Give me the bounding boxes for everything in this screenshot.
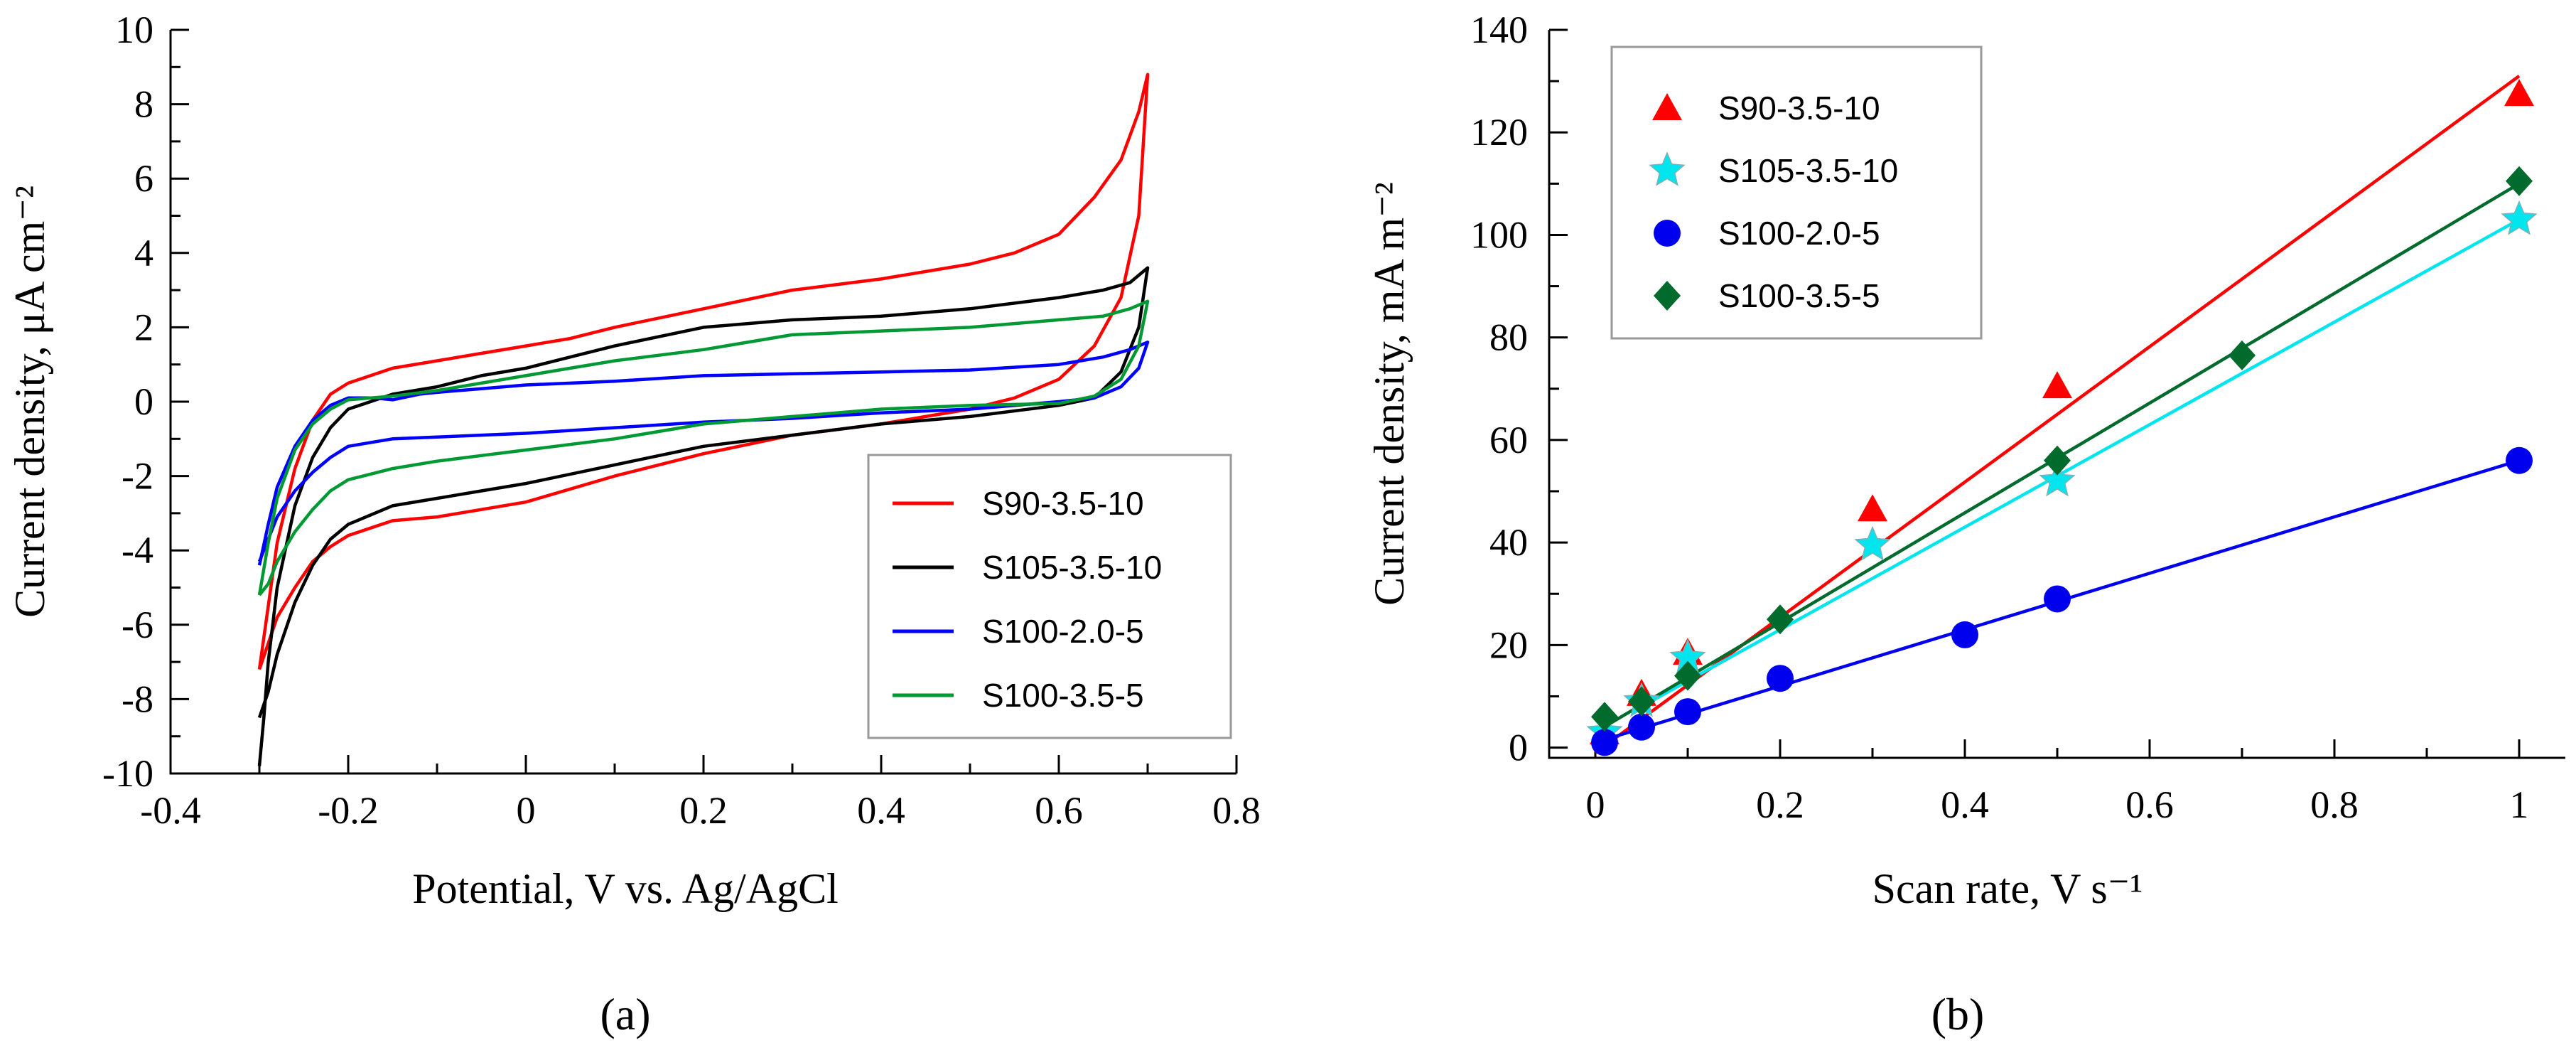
- point-S105-3.5-10: [1854, 525, 1891, 561]
- point-S100-3.5-5: [1674, 660, 1701, 691]
- point-S105-3.5-10: [2501, 200, 2538, 235]
- y-tick-label-b: 20: [1489, 623, 1528, 666]
- y-tick-label-b: 100: [1470, 213, 1528, 256]
- y-tick-label-a: 6: [134, 157, 153, 200]
- legend-marker-b: [1652, 93, 1682, 120]
- point-S100-2.0-5: [1628, 713, 1655, 741]
- y-tick-label-a: -10: [102, 752, 153, 795]
- y-tick-label-a: 4: [134, 232, 153, 274]
- x-tick-label-b: 0.8: [2310, 783, 2359, 826]
- x-tick-label-b: 0: [1586, 783, 1605, 826]
- legend-label-a: S100-3.5-5: [982, 677, 1144, 714]
- point-S100-3.5-5: [2044, 445, 2071, 476]
- x-tick-label-b: 0.6: [2125, 783, 2174, 826]
- legend-label-a: S105-3.5-10: [982, 549, 1162, 586]
- y-axis-title-a: Current density, μA cm⁻²: [6, 186, 53, 618]
- y-tick-label-a: -2: [122, 455, 153, 498]
- legend-label-b: S90-3.5-10: [1718, 90, 1880, 127]
- panel-label-b: (b): [1931, 989, 1985, 1039]
- x-tick-label-b: 1: [2510, 783, 2529, 826]
- point-S100-3.5-5: [1767, 604, 1794, 635]
- point-S90-3.5-10: [1858, 494, 1887, 522]
- legend-label-a: S90-3.5-10: [982, 485, 1144, 522]
- y-tick-label-b: 40: [1489, 521, 1528, 564]
- y-axis-title-b: Current density, mA m⁻²: [1366, 182, 1413, 606]
- legend-marker-b: [1654, 220, 1681, 247]
- point-S100-2.0-5: [1767, 665, 1794, 692]
- y-tick-label-a: 10: [115, 9, 153, 51]
- legend-marker-b: [1649, 151, 1686, 186]
- point-S100-2.0-5: [2044, 585, 2071, 613]
- y-tick-label-b: 0: [1509, 727, 1528, 769]
- y-tick-label-a: -4: [122, 529, 153, 572]
- x-axis-title-a: Potential, V vs. Ag/AgCl: [412, 865, 839, 912]
- y-tick-label-b: 120: [1470, 111, 1528, 154]
- point-S100-2.0-5: [1951, 621, 1978, 648]
- y-tick-label-a: 2: [134, 306, 153, 348]
- x-tick-label-a: 0.2: [679, 789, 728, 832]
- x-tick-label-a: 0.8: [1212, 789, 1261, 832]
- x-tick-label-a: 0.4: [857, 789, 905, 832]
- legend-label-b: S105-3.5-10: [1718, 152, 1898, 189]
- legend-label-b: S100-3.5-5: [1718, 277, 1880, 314]
- y-tick-label-a: -6: [122, 604, 153, 646]
- x-axis-title-b: Scan rate, V s⁻¹: [1872, 865, 2143, 912]
- y-tick-label-a: -8: [122, 678, 153, 720]
- legend-label-a: S100-2.0-5: [982, 613, 1144, 650]
- x-tick-label-a: -0.4: [140, 789, 200, 832]
- x-tick-label-a: 0.6: [1035, 789, 1083, 832]
- point-S100-3.5-5: [2506, 166, 2533, 196]
- point-S100-3.5-5: [1591, 702, 1618, 732]
- point-S100-2.0-5: [2506, 446, 2533, 474]
- cv-curve-S105-3.5-10: [257, 266, 1150, 766]
- y-tick-label-b: 140: [1470, 9, 1528, 51]
- legend-label-b: S100-2.0-5: [1718, 215, 1880, 252]
- y-tick-label-b: 80: [1489, 316, 1528, 359]
- x-tick-label-b: 0.4: [1941, 783, 1989, 826]
- y-tick-label-b: 60: [1489, 419, 1528, 461]
- point-S90-3.5-10: [2042, 371, 2072, 399]
- point-S90-3.5-10: [2504, 79, 2534, 107]
- x-tick-label-a: 0: [517, 789, 536, 832]
- point-S105-3.5-10: [2039, 461, 2076, 497]
- x-tick-label-b: 0.2: [1756, 783, 1804, 826]
- y-tick-label-a: 0: [134, 380, 153, 423]
- panel-b: 0 0.2 0.4 0.6 0.8 1 0 20 40 60 80 100 120 140 Scan rat…: [1366, 9, 2565, 1039]
- cv-curve-S100-3.5-5: [257, 299, 1150, 596]
- point-S100-3.5-5: [1628, 686, 1655, 717]
- panel-label-a: (a): [600, 989, 650, 1039]
- y-tick-label-a: 8: [134, 83, 153, 126]
- panel-a: -0.4 -0.2 0 0.2 0.4 0.6 0.8 -10 -8 -6 -4 -2 0 2 4 6 8 10 P…: [6, 9, 1261, 1039]
- legend-marker-b: [1654, 281, 1681, 311]
- x-tick-label-a: -0.2: [318, 789, 378, 832]
- point-S100-3.5-5: [2229, 340, 2256, 370]
- cv-curve-S90-3.5-10: [257, 73, 1150, 670]
- point-S100-2.0-5: [1674, 698, 1701, 726]
- axis-b-frame: [1548, 30, 2565, 759]
- point-S100-2.0-5: [1591, 729, 1618, 756]
